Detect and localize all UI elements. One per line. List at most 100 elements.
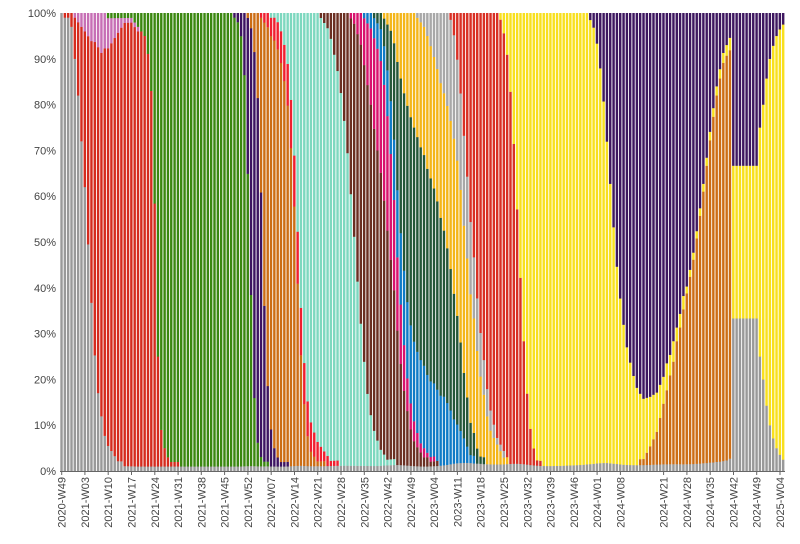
bar-segment-s0-w30 (160, 466, 163, 472)
bar-segment-s0-w9 (90, 302, 93, 472)
x-tick-label: 2023-W32 (522, 477, 534, 528)
bar-segment-s12-w108 (419, 22, 422, 148)
bar-segment-s0-w32 (166, 466, 170, 472)
bar-segment-s0-w31 (163, 466, 166, 472)
bar-segment-s2-w15 (110, 18, 113, 44)
bar-segment-s14-w127 (482, 13, 486, 361)
bar-segment-s15-w190 (692, 252, 695, 260)
bar-segment-s12-w124 (472, 318, 476, 433)
bar-segment-s0-w5 (76, 95, 80, 472)
bar-segment-s3-w39 (190, 13, 193, 467)
bar-segment-s0-w69 (289, 466, 293, 472)
bar-segment-s2-w11 (96, 13, 100, 48)
bar-segment-s10-w121 (462, 438, 466, 463)
bar-segment-s10-w105 (409, 325, 412, 404)
x-tick-label: 2020-W49 (57, 477, 69, 528)
bar-segment-s0-w208 (752, 318, 755, 472)
bar-segment-s0-w95 (376, 465, 379, 472)
y-tick-label: 70% (34, 145, 56, 157)
bar-segment-s8-w80 (326, 13, 329, 29)
bar-segment-s1-w27 (150, 90, 153, 467)
bar-segment-s0-w183 (668, 464, 672, 472)
bar-segment-s14-w126 (479, 13, 482, 334)
bar-segment-s16-w215 (775, 13, 778, 37)
bar-segment-s8-w97 (382, 200, 386, 455)
bar-segment-s3-w27 (150, 13, 153, 92)
bar-segment-s15-w217 (781, 24, 785, 460)
bar-segment-s6-w61 (263, 13, 266, 23)
bar-segment-s14-w142 (532, 448, 535, 466)
bar-segment-s0-w127 (482, 464, 486, 472)
bar-segment-s3-w57 (249, 294, 253, 467)
bar-segment-s5-w71 (296, 283, 299, 466)
bar-segment-s0-w129 (489, 464, 492, 472)
bar-segment-s0-w203 (735, 318, 738, 472)
bars-layer (60, 13, 785, 472)
bar-segment-s0-w90 (359, 465, 363, 472)
bar-segment-s16-w192 (698, 13, 702, 209)
bar-segment-s13-w130 (492, 424, 496, 438)
bar-segment-s6-w79 (323, 451, 326, 462)
bar-segment-s14-w130 (492, 13, 496, 425)
bar-segment-s5-w191 (695, 238, 698, 464)
bar-segment-s10-w100 (392, 139, 396, 200)
bar-segment-s4-w58 (253, 51, 256, 399)
bar-segment-s12-w133 (502, 457, 506, 465)
bar-segment-s12-w102 (399, 13, 402, 79)
bar-segment-s15-w169 (622, 324, 625, 465)
bar-segment-s5-w74 (306, 436, 309, 467)
x-tick-label: 2021-W45 (220, 477, 232, 528)
bar-segment-s0-w157 (582, 464, 585, 472)
bar-segment-s3-w26 (146, 13, 150, 54)
bar-segment-s1-w22 (133, 27, 136, 467)
bar-segment-s11-w113 (436, 201, 439, 390)
bar-segment-s10-w92 (366, 13, 369, 24)
bar-segment-s0-w176 (645, 464, 649, 472)
y-tick-label: 10% (34, 420, 56, 432)
bar-segment-s0-w72 (299, 465, 303, 472)
bar-segment-s0-w107 (416, 466, 419, 472)
bar-segment-s14-w120 (459, 13, 462, 94)
bar-segment-s7-w91 (362, 361, 366, 466)
bar-segment-s5-w192 (698, 215, 702, 464)
x-tick-label: 2022-W14 (290, 477, 302, 528)
bar-segment-s15-w150 (559, 13, 562, 466)
bar-segment-s0-w15 (110, 450, 113, 472)
x-tick-label: 2024-W42 (729, 477, 741, 528)
bar-segment-s0-w46 (213, 466, 216, 472)
bar-segment-s12-w134 (505, 457, 509, 465)
bar-segment-s7-w76 (313, 13, 316, 433)
bar-segment-s3-w62 (266, 461, 269, 467)
bar-segment-s0-w158 (585, 464, 589, 472)
bar-segment-s0-w110 (426, 466, 429, 472)
bar-segment-s9-w106 (412, 421, 416, 442)
bar-segment-s8-w89 (356, 34, 359, 282)
bar-segment-s15-w173 (635, 387, 639, 466)
bar-segment-s3-w51 (229, 13, 233, 467)
y-tick-label: 60% (34, 191, 56, 203)
bar-segment-s0-w98 (386, 465, 389, 472)
bar-segment-s1-w33 (170, 461, 173, 467)
bar-segment-s0-w142 (532, 465, 535, 472)
bar-segment-s15-w171 (628, 362, 632, 466)
bar-segment-s10-w123 (469, 454, 472, 464)
bar-segment-s2-w20 (126, 17, 130, 23)
bar-segment-s16-w181 (662, 13, 665, 377)
bar-segment-s2-w8 (86, 13, 90, 37)
bar-segment-s0-w52 (233, 466, 236, 472)
bar-segment-s12-w123 (469, 294, 472, 423)
bar-segment-s12-w130 (492, 437, 496, 465)
bar-segment-s4-w54 (239, 13, 243, 37)
bar-segment-s9-w93 (369, 28, 373, 105)
bar-segment-s9-w92 (366, 23, 369, 86)
bar-segment-s11-w118 (452, 293, 456, 420)
bar-segment-s15-w201 (728, 37, 732, 51)
bar-segment-s6-w82 (333, 460, 336, 466)
bar-segment-s16-w177 (648, 13, 652, 397)
bar-segment-s3-w44 (206, 13, 210, 467)
bar-segment-s15-w206 (745, 165, 748, 319)
bar-segment-s1-w2 (66, 13, 70, 18)
bar-segment-s9-w102 (399, 304, 402, 365)
bar-segment-s16-w214 (772, 13, 775, 46)
bar-segment-s16-w159 (589, 13, 592, 21)
